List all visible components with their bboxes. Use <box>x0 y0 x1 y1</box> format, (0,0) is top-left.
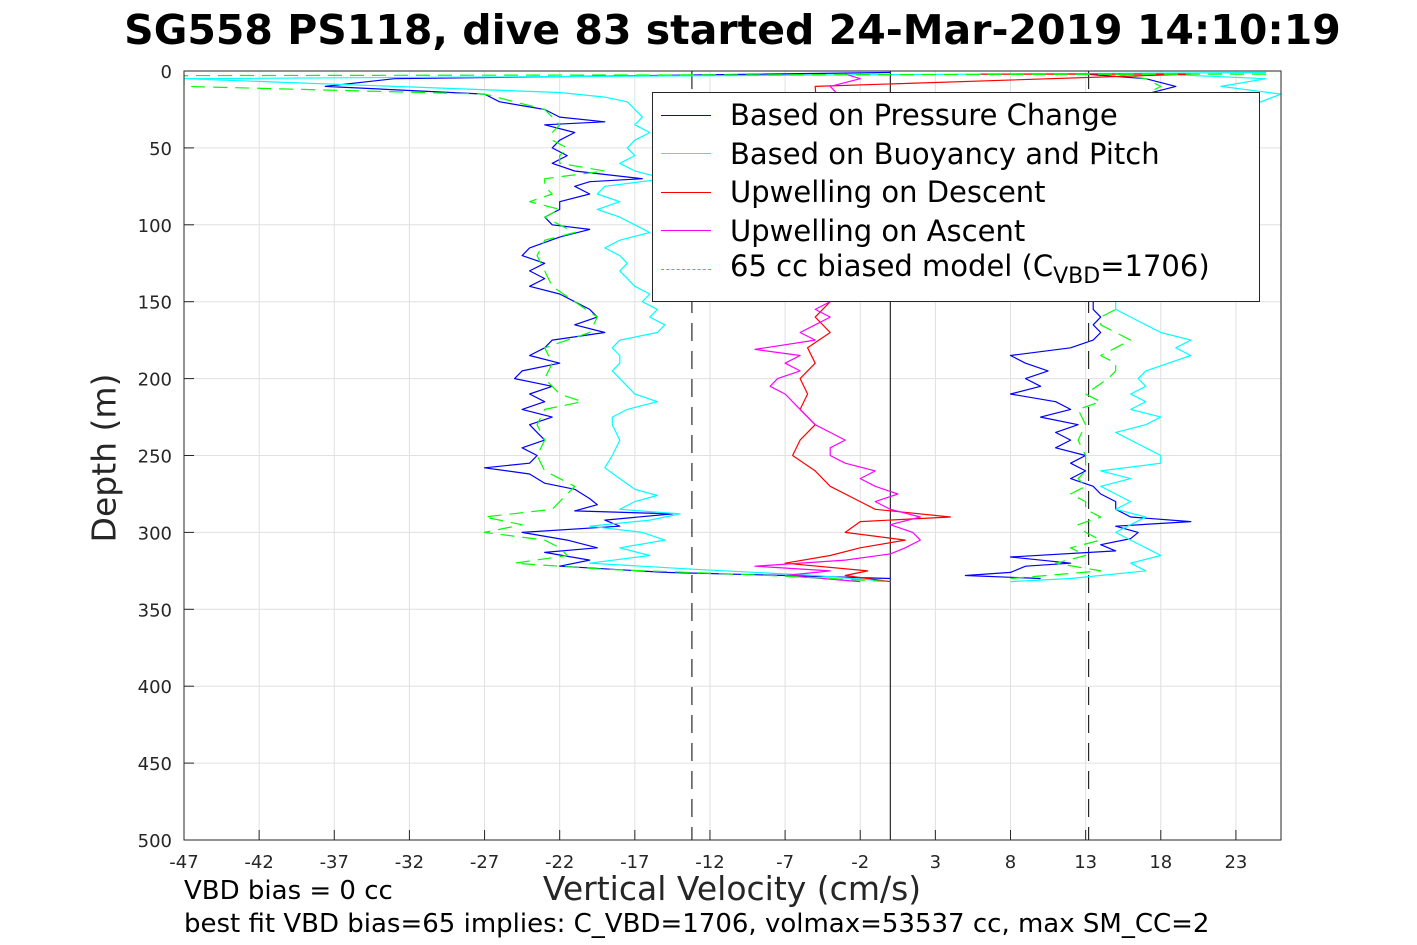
y-tick-label: 450 <box>138 754 172 775</box>
plot-frame <box>183 70 1282 841</box>
y-tick-label: 0 <box>161 62 172 83</box>
legend-item: Upwelling on Descent <box>661 173 1046 211</box>
x-tick-label: -32 <box>395 852 424 873</box>
legend-label-text: 65 cc biased model (C <box>730 249 1054 284</box>
legend-swatch <box>661 191 711 193</box>
y-tick-label: 150 <box>138 293 172 314</box>
x-tick-label: -37 <box>320 852 349 873</box>
x-tick-label: 18 <box>1149 852 1172 873</box>
legend: Based on Pressure Change Based on Buoyanc… <box>652 92 1260 302</box>
legend-item: Based on Pressure Change <box>661 96 1118 134</box>
y-tick-label: 400 <box>138 677 172 698</box>
vbd-bias-note: VBD bias = 0 cc <box>184 876 393 906</box>
legend-label-suffix: =1706) <box>1100 249 1210 284</box>
series-line-upwelling-descent <box>784 73 1192 583</box>
legend-label: Upwelling on Descent <box>730 175 1046 209</box>
y-tick-label: 350 <box>138 600 172 621</box>
legend-label-text: Upwelling on Descent <box>730 175 1046 209</box>
y-tick-label: 50 <box>149 139 172 160</box>
legend-swatch <box>661 153 711 154</box>
x-tick-label: -7 <box>776 852 794 873</box>
chart-title: SG558 PS118, dive 83 started 24-Mar-2019… <box>124 6 1341 54</box>
series-group <box>184 71 1281 583</box>
x-tick-label: -42 <box>244 852 273 873</box>
x-tick-label: -47 <box>169 852 198 873</box>
x-tick-label: 8 <box>1005 852 1016 873</box>
legend-label-text: Based on Buoyancy and Pitch <box>730 136 1160 171</box>
legend-swatch <box>661 230 711 231</box>
series-line-buoyancy-pitch-descent <box>184 71 1267 583</box>
series-line-pressure-change-ascent <box>964 73 1192 580</box>
legend-item: Upwelling on Ascent <box>661 212 1025 250</box>
legend-swatch <box>661 268 711 270</box>
y-tick-label: 200 <box>138 370 172 391</box>
y-tick-label: 300 <box>138 523 172 544</box>
y-tick-label: 250 <box>138 447 172 468</box>
series-line-upwelling-ascent <box>754 73 921 583</box>
legend-swatch <box>661 114 711 116</box>
best-fit-note: best fit VBD bias=65 implies: C_VBD=1706… <box>184 909 1210 939</box>
legend-item: 65 cc biased model (CVBD=1706) <box>661 249 1210 289</box>
legend-label: Based on Pressure Change <box>730 98 1118 132</box>
x-axis-label: Vertical Velocity (cm/s) <box>542 869 922 908</box>
y-tick-label: 100 <box>138 216 172 237</box>
series-line-biased-model-ascent <box>1010 73 1162 580</box>
y-tick-label: 500 <box>138 831 172 852</box>
x-tick-label: 23 <box>1224 852 1247 873</box>
axes: -47 -42 -37 -32 -27 -22 -17 -12 -7 -2 3 8 13 18 23 0 50 1… <box>138 62 1282 873</box>
legend-label: Based on Buoyancy and Pitch <box>730 137 1160 171</box>
x-tick-label: -27 <box>470 852 499 873</box>
legend-label: 65 cc biased model (CVBD=1706) <box>730 249 1210 289</box>
legend-label-subscript: VBD <box>1053 263 1101 289</box>
legend-label-text: Based on Pressure Change <box>730 98 1118 132</box>
x-tick-label: 13 <box>1074 852 1097 873</box>
legend-item: Based on Buoyancy and Pitch <box>661 135 1160 173</box>
legend-label: Upwelling on Ascent <box>730 214 1025 248</box>
legend-label-text: Upwelling on Ascent <box>730 213 1026 248</box>
x-tick-label: -17 <box>620 852 649 873</box>
x-tick-label: -2 <box>851 852 869 873</box>
series-line-buoyancy-pitch-ascent <box>1010 73 1281 583</box>
x-tick-label: 3 <box>930 852 941 873</box>
series-line-biased-model-descent <box>184 73 1267 583</box>
y-axis-label: Depth (m) <box>84 373 124 543</box>
x-tick-label: -12 <box>695 852 724 873</box>
series-line-pressure-change-descent <box>324 71 891 580</box>
x-tick-label: -22 <box>545 852 574 873</box>
